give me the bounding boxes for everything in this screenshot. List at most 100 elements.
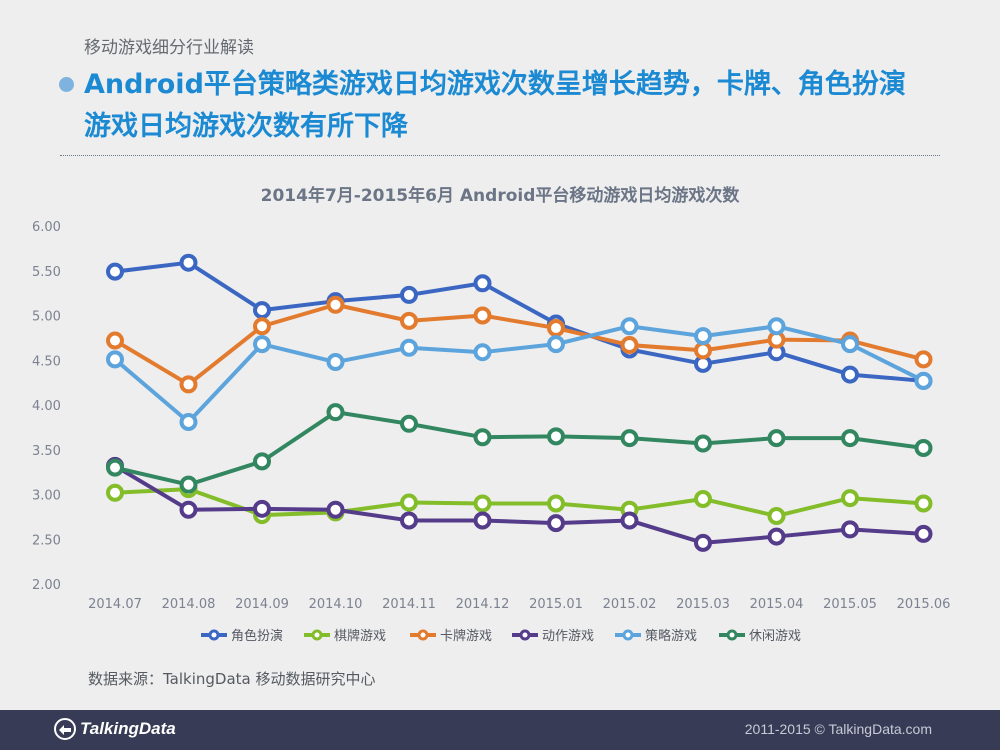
data-point xyxy=(400,511,418,530)
series-line xyxy=(114,487,924,518)
talkingdata-logo-icon xyxy=(54,718,76,740)
data-point xyxy=(841,489,859,508)
legend-swatch-marker xyxy=(726,629,738,641)
chart-title: 2014年7月-2015年6月 Android平台移动游戏日均游戏次数 xyxy=(261,185,741,206)
data-point xyxy=(400,414,418,433)
data-point xyxy=(326,500,345,519)
data-point xyxy=(547,335,565,354)
data-point xyxy=(694,533,712,552)
y-tick-label: 2.00 xyxy=(32,578,61,593)
legend-label: 动作游戏 xyxy=(542,629,594,644)
data-point xyxy=(326,353,345,372)
data-point xyxy=(179,375,198,394)
data-point xyxy=(767,317,786,336)
x-tick-label: 2015.04 xyxy=(750,597,804,612)
headline-bullet-icon xyxy=(59,77,74,92)
y-tick-label: 4.50 xyxy=(32,354,61,369)
x-tick-label: 2014.08 xyxy=(162,597,216,612)
legend-swatch-marker xyxy=(208,629,220,641)
data-point xyxy=(253,301,271,320)
data-point xyxy=(914,524,933,543)
section-label: 移动游戏细分行业解读 xyxy=(84,38,254,58)
data-point xyxy=(914,371,933,390)
x-tick-label: 2014.07 xyxy=(88,597,142,612)
line-chart: 2014年7月-2015年6月 Android平台移动游戏日均游戏次数 6.00 5… xyxy=(32,185,951,644)
data-point xyxy=(547,494,565,513)
legend-label: 角色扮演 xyxy=(231,628,283,644)
data-point xyxy=(547,319,565,338)
series-line xyxy=(113,302,924,387)
data-point xyxy=(253,499,271,518)
data-point xyxy=(473,274,492,293)
series-line xyxy=(113,464,924,545)
data-point xyxy=(179,500,198,519)
data-point xyxy=(841,520,859,539)
footer-bar: TalkingData 2011-2015 © TalkingData.com xyxy=(0,710,1000,750)
data-point xyxy=(106,262,124,281)
headline-line-1: Android平台策略类游戏日均游戏次数呈增长趋势，卡牌、角色扮演 xyxy=(84,69,906,100)
x-tick-label: 2014.10 xyxy=(309,597,363,612)
data-point xyxy=(326,295,345,314)
x-tick-label: 2015.06 xyxy=(897,597,951,612)
data-point xyxy=(106,350,124,369)
y-tick-label: 3.50 xyxy=(32,444,61,459)
data-point xyxy=(914,438,933,457)
data-point xyxy=(106,458,124,477)
data-point xyxy=(914,494,933,513)
data-point xyxy=(620,317,639,336)
headline-line-2: 游戏日均游戏次数有所下降 xyxy=(84,111,408,142)
data-point xyxy=(694,489,712,508)
y-tick-label: 6.00 xyxy=(32,220,61,235)
data-point xyxy=(473,306,492,325)
brand-logo: TalkingData xyxy=(54,718,176,740)
data-point xyxy=(767,527,786,546)
brand-name: TalkingData xyxy=(80,719,176,738)
data-source: 数据来源：TalkingData 移动数据研究中心 xyxy=(88,670,376,688)
x-tick-label: 2015.05 xyxy=(823,597,877,612)
x-tick-label: 2014.09 xyxy=(235,597,289,612)
data-point xyxy=(106,483,124,502)
data-point xyxy=(473,343,492,362)
y-tick-label: 5.50 xyxy=(32,265,61,280)
data-point xyxy=(547,514,565,533)
x-tick-label: 2014.12 xyxy=(456,597,510,612)
data-point xyxy=(400,285,418,304)
data-point xyxy=(547,427,565,446)
data-point xyxy=(106,331,124,350)
legend-label: 休闲游戏 xyxy=(749,629,801,644)
series-line xyxy=(114,410,924,487)
data-point xyxy=(620,511,639,530)
data-point xyxy=(400,493,418,512)
data-point xyxy=(841,335,859,354)
data-point xyxy=(253,452,271,471)
x-tick-label: 2015.02 xyxy=(603,597,657,612)
data-point xyxy=(767,506,786,525)
legend-label: 棋牌游戏 xyxy=(334,628,386,644)
data-point xyxy=(473,494,492,513)
y-tick-label: 5.00 xyxy=(32,310,61,325)
legend-swatch-marker xyxy=(519,629,531,641)
legend-label: 卡牌游戏 xyxy=(440,628,492,644)
data-point xyxy=(179,253,198,272)
data-point xyxy=(841,365,859,384)
data-point xyxy=(914,350,933,369)
data-point xyxy=(767,429,786,448)
data-point xyxy=(253,335,271,354)
data-point xyxy=(179,413,198,432)
data-point xyxy=(473,511,492,530)
data-point xyxy=(473,428,492,447)
copyright-text: 2011-2015 © TalkingData.com xyxy=(744,721,932,737)
legend-swatch-marker xyxy=(311,629,323,641)
x-tick-label: 2015.03 xyxy=(676,597,730,612)
data-point xyxy=(841,429,859,448)
x-tick-label: 2014.11 xyxy=(382,597,436,612)
series-line xyxy=(114,260,924,383)
series-line xyxy=(113,324,925,425)
data-point xyxy=(620,336,639,355)
dotted-divider xyxy=(60,155,940,156)
data-point xyxy=(400,338,418,357)
data-point xyxy=(179,475,198,494)
y-tick-label: 4.00 xyxy=(32,399,61,414)
legend-label: 策略游戏 xyxy=(645,628,697,644)
legend-swatch-marker xyxy=(417,629,429,641)
